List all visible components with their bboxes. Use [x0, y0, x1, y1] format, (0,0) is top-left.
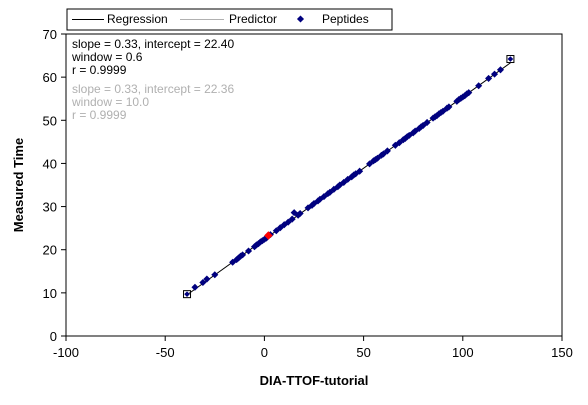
legend-regression-label: Regression	[107, 12, 168, 26]
x-tick-label: 150	[551, 345, 573, 360]
x-tick-label: 100	[452, 345, 474, 360]
x-tick-label: 0	[261, 345, 268, 360]
peptide-point	[288, 215, 296, 223]
peptide-point	[203, 275, 211, 283]
outlier-point	[184, 291, 190, 297]
y-axis-ticks: 0 10 20 30 40 50 60 70	[43, 27, 66, 344]
legend: Regression Predictor Peptides	[66, 8, 393, 31]
x-tick-label: -100	[53, 345, 79, 360]
predictor-stats: slope = 0.33, intercept = 22.36 window =…	[71, 82, 234, 122]
peptide-point	[356, 167, 364, 175]
highlighted-point	[264, 231, 273, 240]
peptide-point	[244, 247, 253, 255]
y-tick-label: 30	[43, 200, 57, 215]
outlier-box	[183, 290, 192, 299]
legend-box	[66, 8, 393, 31]
peptide-point	[496, 66, 505, 74]
y-tick-label: 40	[43, 156, 57, 171]
peptide-point	[199, 278, 207, 287]
predictor-stat-line: r = 0.9999	[72, 108, 127, 122]
regression-stats: slope = 0.33, intercept = 22.40 window =…	[71, 37, 234, 77]
peptide-point	[485, 74, 493, 82]
highlighted-point-layer	[264, 231, 273, 240]
peptide-point	[423, 118, 431, 126]
legend-peptides-swatch	[296, 15, 305, 23]
predictor-stat-line: slope = 0.33, intercept = 22.36	[72, 82, 234, 96]
outlier-box	[506, 55, 515, 64]
peptide-point	[465, 89, 473, 97]
peptide-point	[211, 271, 219, 279]
peptide-point	[191, 283, 199, 291]
peptide-point	[475, 82, 483, 90]
y-tick-label: 20	[43, 243, 57, 258]
legend-predictor-label: Predictor	[229, 12, 277, 26]
regression-stat-line: slope = 0.33, intercept = 22.40	[72, 37, 234, 51]
x-tick-label: 50	[356, 345, 370, 360]
y-tick-label: 10	[43, 286, 57, 301]
peptide-point	[296, 209, 304, 218]
y-tick-label: 50	[43, 113, 57, 128]
x-axis-title: DIA-TTOF-tutorial	[260, 373, 369, 388]
y-tick-label: 70	[43, 27, 57, 42]
y-tick-label: 0	[50, 329, 57, 344]
regression-stat-line: r = 0.9999	[72, 63, 127, 77]
peptide-points	[191, 66, 505, 291]
peptide-point	[491, 70, 499, 78]
plot-area	[65, 33, 563, 337]
peptide-point	[445, 103, 453, 111]
y-axis-title: Measured Time	[11, 138, 26, 232]
legend-peptides-label: Peptides	[322, 12, 369, 26]
x-tick-label: -50	[156, 345, 175, 360]
y-tick-label: 60	[43, 70, 57, 85]
peptide-point	[383, 147, 391, 155]
predictor-stat-line: window = 10.0	[71, 95, 149, 109]
regression-stat-line: window = 0.6	[71, 50, 143, 64]
x-axis-ticks: -100 -50 0 50 100 150	[53, 336, 573, 360]
